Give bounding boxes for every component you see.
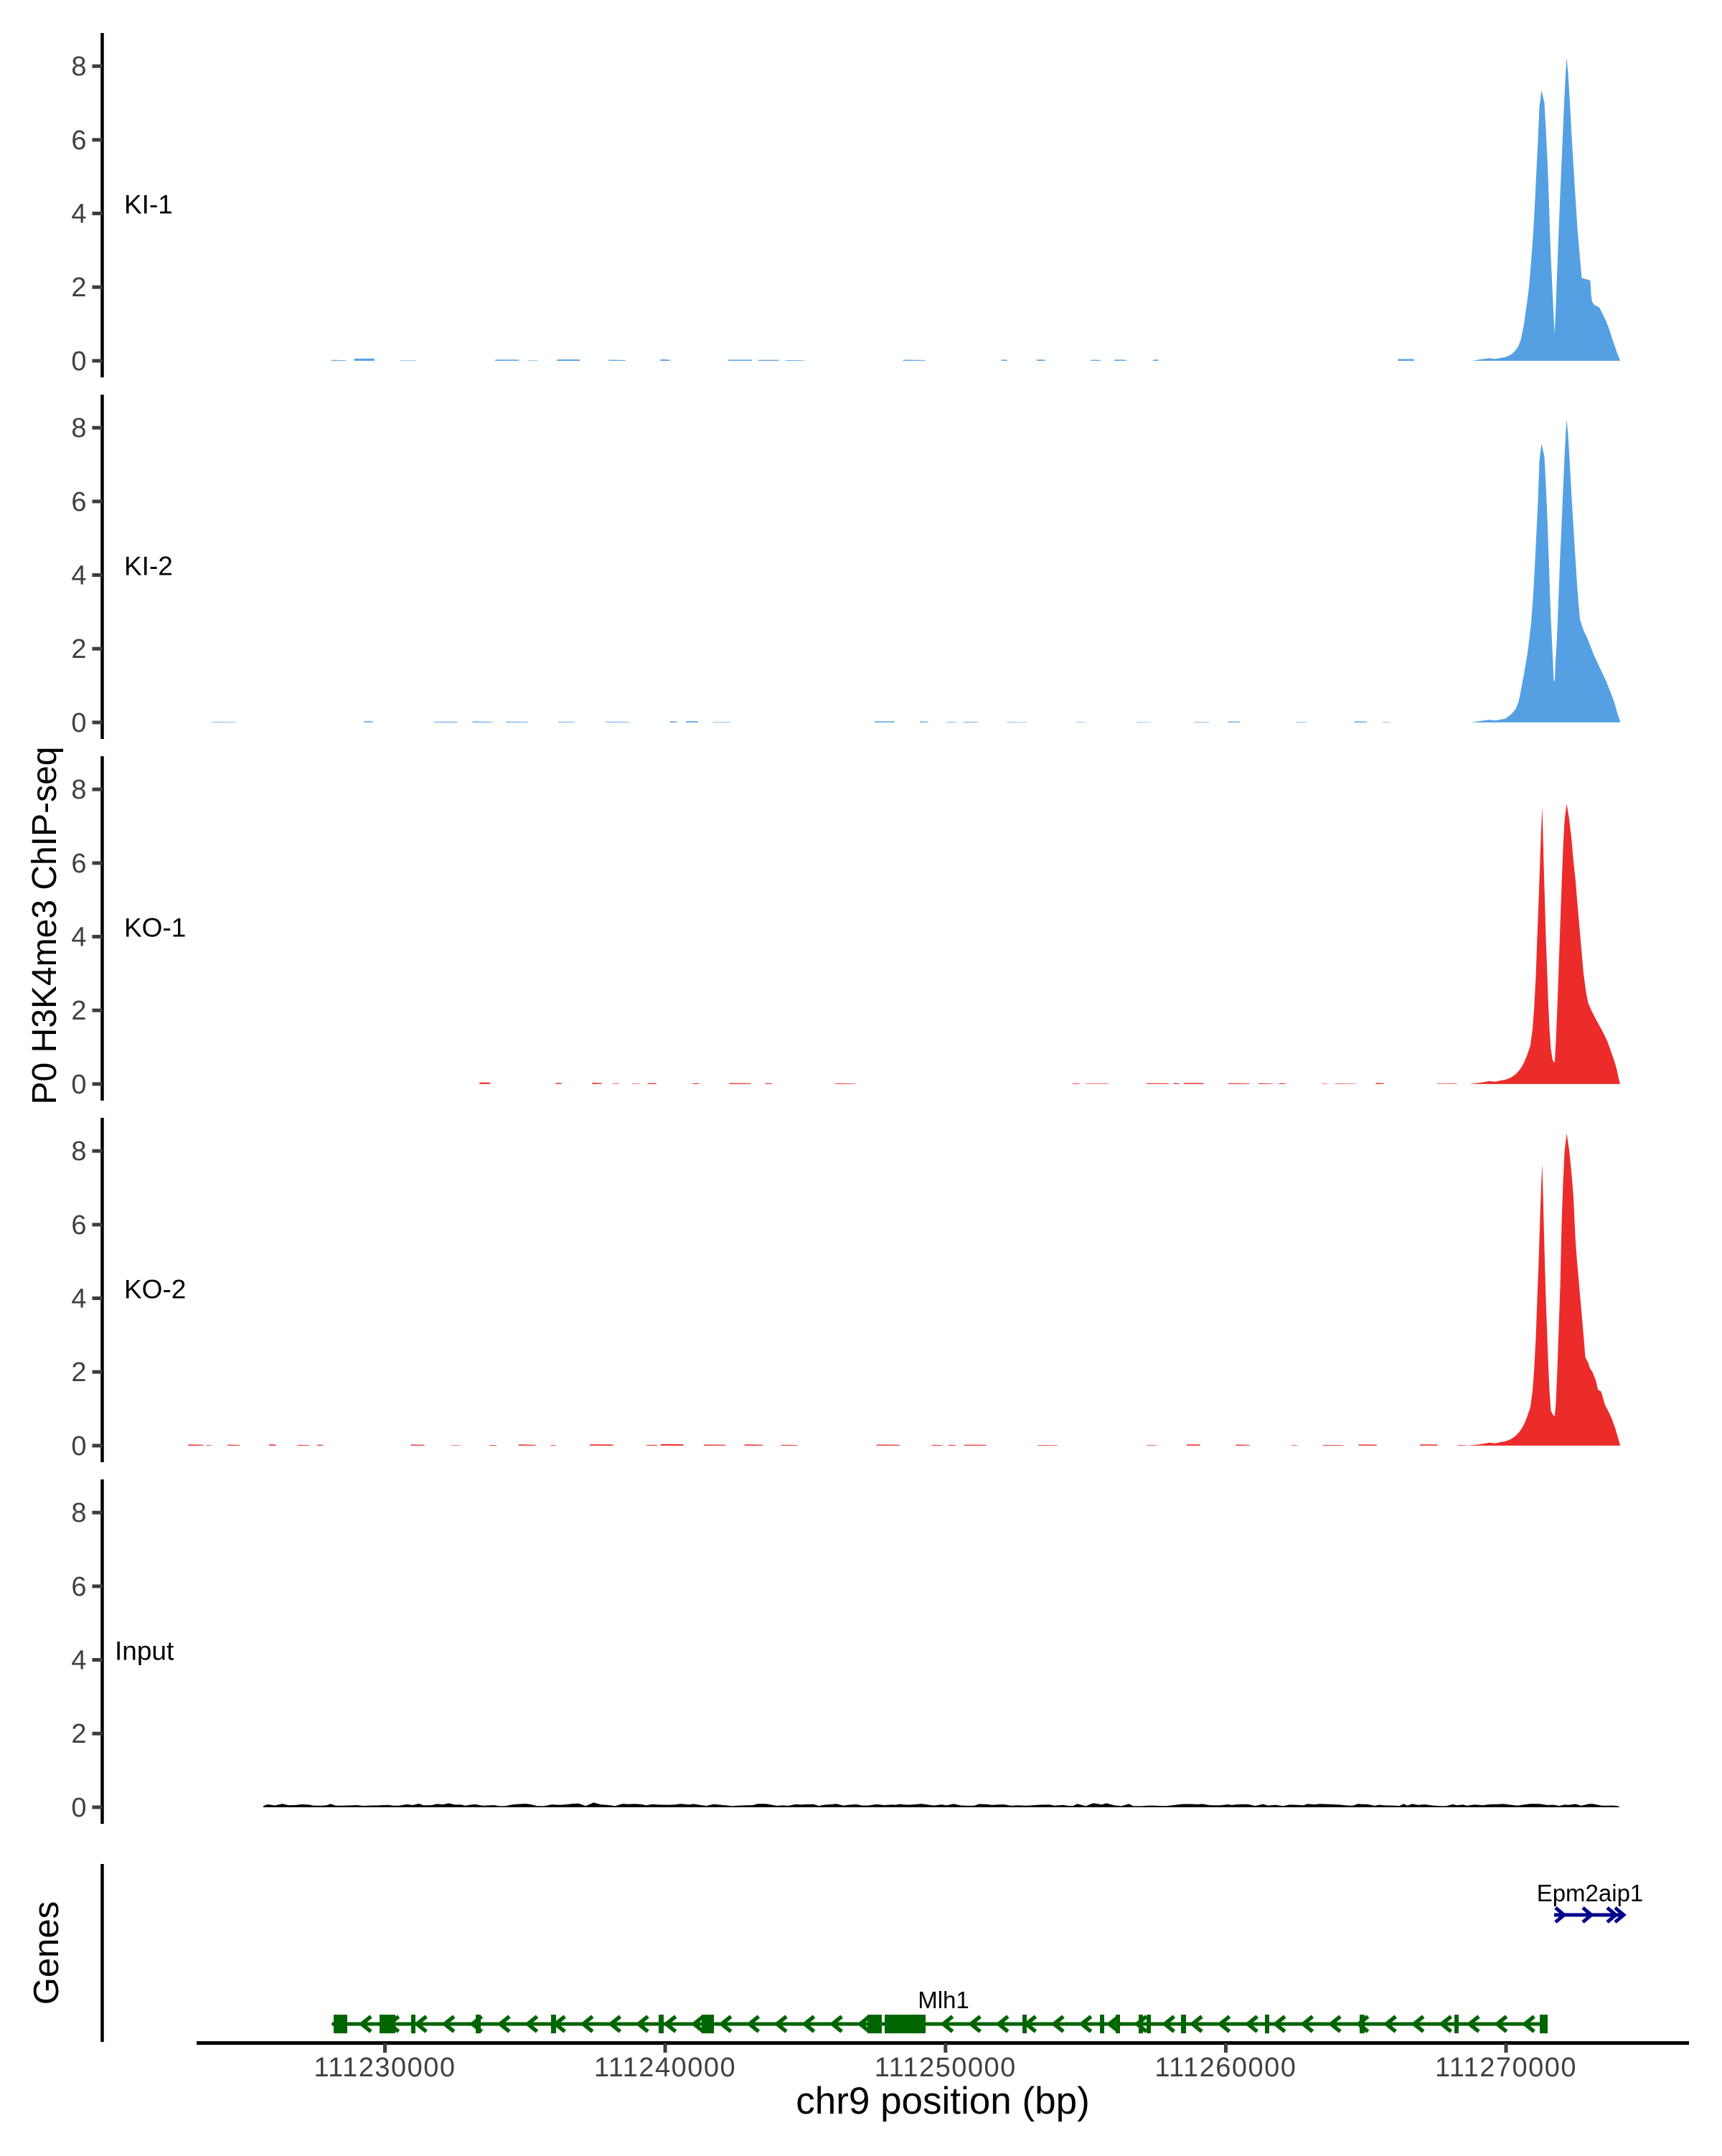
svg-text:KI-2: KI-2 — [124, 552, 173, 581]
svg-text:0: 0 — [71, 347, 86, 377]
svg-text:4: 4 — [71, 1284, 86, 1314]
svg-text:2: 2 — [71, 634, 86, 664]
svg-text:2: 2 — [71, 1719, 86, 1749]
svg-text:8: 8 — [71, 775, 86, 805]
svg-text:2: 2 — [71, 273, 86, 303]
svg-text:Mlh1: Mlh1 — [918, 1987, 969, 2013]
svg-text:111250000: 111250000 — [875, 2053, 1017, 2083]
svg-text:4: 4 — [71, 1646, 86, 1676]
svg-text:6: 6 — [71, 1210, 86, 1241]
svg-text:KO-1: KO-1 — [124, 913, 186, 943]
svg-text:0: 0 — [71, 1431, 86, 1461]
svg-text:Genes: Genes — [27, 1901, 66, 2005]
svg-text:111240000: 111240000 — [594, 2053, 736, 2083]
svg-text:KO-2: KO-2 — [124, 1275, 186, 1304]
svg-text:111260000: 111260000 — [1154, 2053, 1297, 2083]
svg-text:Input: Input — [115, 1637, 174, 1666]
svg-text:0: 0 — [71, 1793, 86, 1823]
svg-text:111230000: 111230000 — [314, 2053, 456, 2083]
svg-text:8: 8 — [71, 1498, 86, 1528]
svg-text:111270000: 111270000 — [1435, 2053, 1577, 2083]
svg-text:P0 H3K4me3 ChIP-seq: P0 H3K4me3 ChIP-seq — [26, 747, 64, 1105]
svg-text:6: 6 — [71, 126, 86, 156]
svg-text:chr9 position (bp): chr9 position (bp) — [796, 2080, 1089, 2122]
svg-text:4: 4 — [71, 923, 86, 953]
svg-text:Epm2aip1: Epm2aip1 — [1537, 1880, 1644, 1906]
svg-text:2: 2 — [71, 1357, 86, 1388]
svg-text:0: 0 — [71, 1070, 86, 1100]
svg-text:6: 6 — [71, 487, 86, 517]
svg-text:2: 2 — [71, 996, 86, 1026]
svg-text:8: 8 — [71, 1136, 86, 1167]
svg-text:8: 8 — [71, 413, 86, 443]
svg-text:KI-1: KI-1 — [124, 190, 173, 220]
svg-text:4: 4 — [71, 561, 86, 591]
svg-text:0: 0 — [71, 708, 86, 738]
svg-text:6: 6 — [71, 1572, 86, 1602]
svg-text:6: 6 — [71, 849, 86, 879]
svg-text:8: 8 — [71, 52, 86, 82]
svg-text:4: 4 — [71, 199, 86, 230]
